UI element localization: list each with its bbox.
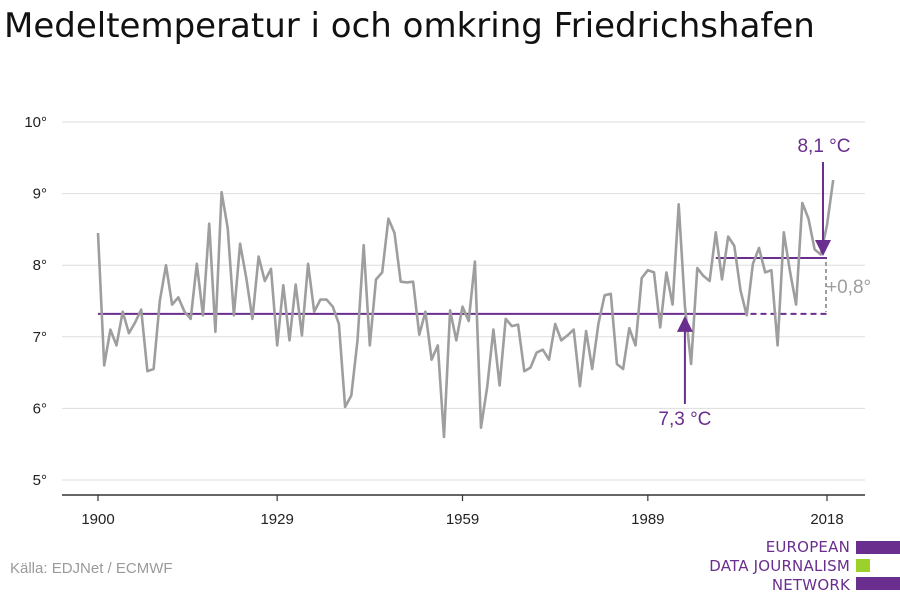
x-tick-label: 1989 — [631, 511, 664, 528]
y-tick-label: 8° — [33, 257, 47, 274]
edjnet-logo: EUROPEAN DATA JOURNALISM NETWORK — [700, 538, 900, 596]
y-tick-label: 5° — [33, 472, 47, 489]
y-tick-label: 7° — [33, 329, 47, 346]
chart-title: Medeltemperatur i och omkring Friedrichs… — [4, 6, 815, 46]
y-tick-label: 10° — [24, 114, 47, 131]
baseline-mean-label: 7,3 °C — [658, 409, 711, 430]
y-tick-label: 9° — [33, 186, 47, 203]
logo-bar-purple-bottom — [856, 577, 900, 590]
grid-layer — [62, 121, 865, 481]
tick-layer: 5° 6° 7° 8° 9° 10° 1900 1929 1959 1989 2018 — [24, 114, 843, 528]
x-tick-label: 1900 — [81, 511, 114, 528]
difference-label: +0,8° — [826, 277, 871, 298]
x-tick-label: 1959 — [446, 511, 479, 528]
y-tick-label: 6° — [33, 400, 47, 417]
annotation-layer: 8,1 °C 7,3 °C +0,8° — [658, 136, 871, 430]
reference-layer — [98, 257, 827, 315]
logo-line-1: EUROPEAN — [765, 538, 850, 556]
logo-line-2: DATA JOURNALISM — [709, 557, 850, 575]
logo-bar-green — [856, 559, 870, 572]
source-label: Källa: EDJNet / ECMWF — [10, 560, 173, 577]
x-tick-label: 2018 — [810, 511, 843, 528]
logo-line-3: NETWORK — [771, 576, 850, 594]
recent-mean-label: 8,1 °C — [797, 136, 850, 157]
x-tick-label: 1929 — [260, 511, 293, 528]
logo-bar-purple-top — [856, 541, 900, 554]
temperature-series-line — [96, 179, 835, 439]
